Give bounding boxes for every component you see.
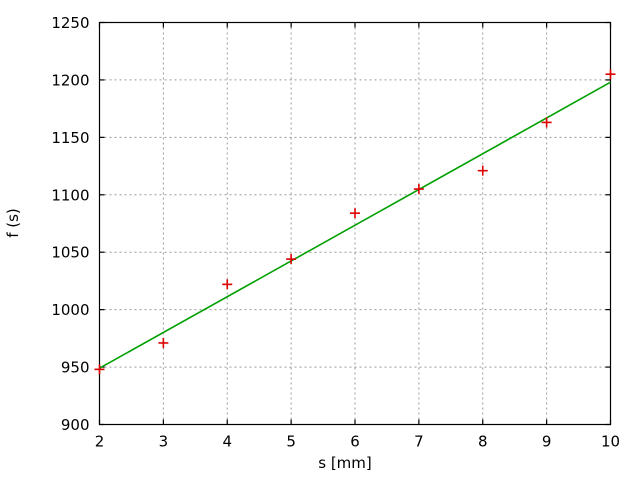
data-point-marker	[350, 208, 360, 219]
x-tick-label: 3	[159, 433, 169, 451]
data-point-marker	[605, 69, 616, 80]
fit-line	[99, 81, 611, 369]
data-point-marker	[94, 364, 105, 375]
x-tick-labels: 2 3 4 5 6 7 8 9 10	[95, 433, 620, 451]
y-tick-label: 1100	[51, 186, 89, 204]
data-point-marker	[477, 165, 488, 176]
x-tick-label: 9	[542, 433, 552, 451]
x-tick-label: 8	[478, 433, 488, 451]
y-tick-label: 1200	[51, 71, 89, 89]
y-tick-label: 1150	[51, 129, 89, 147]
x-tick-label: 7	[414, 433, 424, 451]
x-tick-label: 6	[350, 433, 360, 451]
data-point-marker	[286, 254, 297, 265]
data-point-marker	[222, 279, 233, 290]
x-axis-label: s [mm]	[318, 454, 372, 472]
gridlines	[99, 22, 611, 425]
x-tick-label: 4	[222, 433, 232, 451]
x-tick-label: 5	[286, 433, 296, 451]
y-tick-label: 1050	[51, 244, 89, 262]
data-point-marker	[413, 184, 424, 195]
data-point-marker	[158, 337, 169, 348]
y-tick-label: 1250	[51, 14, 89, 32]
data-point-marker	[541, 117, 552, 128]
tick-marks	[98, 21, 612, 426]
y-tick-label: 1000	[51, 301, 89, 319]
y-tick-label: 900	[61, 416, 90, 434]
y-axis-label: f (s)	[4, 208, 22, 238]
x-tick-label: 10	[601, 433, 620, 451]
x-tick-label: 2	[95, 433, 105, 451]
data-point-series	[94, 69, 616, 375]
fit-line-series	[99, 81, 611, 369]
y-tick-label: 950	[61, 359, 90, 377]
y-tick-labels: 900 950 1000 1050 1100 1150 1200 1250	[51, 14, 89, 434]
